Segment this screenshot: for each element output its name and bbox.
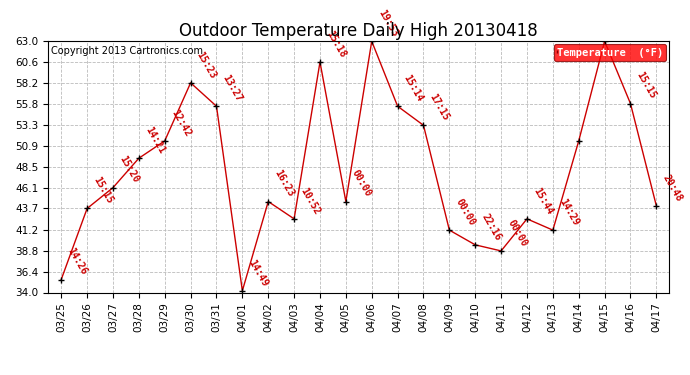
Text: 19:53: 19:53 <box>376 8 400 39</box>
Text: 20:48: 20:48 <box>660 172 684 203</box>
Text: 12:42: 12:42 <box>169 108 193 138</box>
Text: Copyright 2013 Cartronics.com: Copyright 2013 Cartronics.com <box>51 46 204 56</box>
Text: 00:00: 00:00 <box>505 218 529 248</box>
Text: 10:52: 10:52 <box>298 186 322 216</box>
Title: Outdoor Temperature Daily High 20130418: Outdoor Temperature Daily High 20130418 <box>179 22 538 40</box>
Text: 16:23: 16:23 <box>273 168 296 199</box>
Text: 14:29: 14:29 <box>557 197 580 227</box>
Text: 15:18: 15:18 <box>324 29 348 59</box>
Text: 15:14: 15:14 <box>402 73 425 104</box>
Legend: Temperature  (°F): Temperature (°F) <box>553 44 666 61</box>
Text: 22:16: 22:16 <box>480 211 503 242</box>
Text: 14:26: 14:26 <box>66 246 89 277</box>
Text: 15:23: 15:23 <box>195 50 218 80</box>
Text: 15:20: 15:20 <box>117 154 141 185</box>
Text: 17:15: 17:15 <box>428 92 451 123</box>
Text: 15:15: 15:15 <box>635 70 658 101</box>
Text: 14:49: 14:49 <box>246 258 270 288</box>
Text: 00:00: 00:00 <box>350 168 373 199</box>
Text: 15:15: 15:15 <box>91 175 115 206</box>
Text: 14:21: 14:21 <box>143 125 166 155</box>
Text: 15:44: 15:44 <box>531 186 555 216</box>
Text: 00:00: 00:00 <box>453 197 477 227</box>
Text: 13:27: 13:27 <box>221 73 244 104</box>
